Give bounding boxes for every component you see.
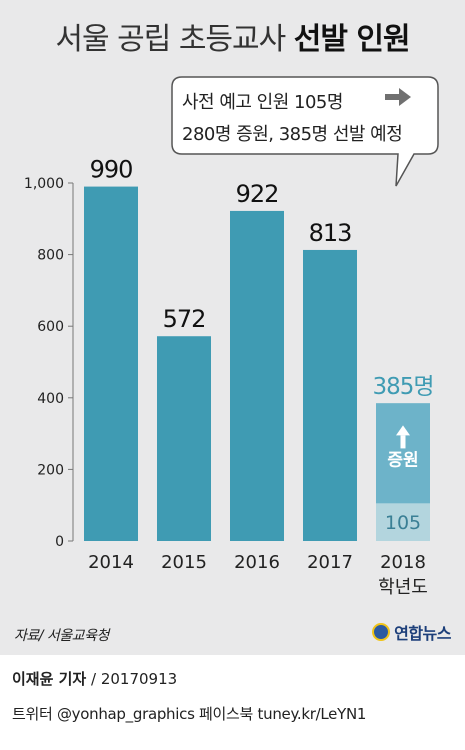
x-tick-label-2017: 2017 bbox=[307, 552, 353, 573]
source-note: 자료/ 서울교육청 bbox=[14, 628, 109, 644]
x-tick-label-2014: 2014 bbox=[88, 552, 134, 573]
value-label-2015: 572 bbox=[163, 305, 206, 333]
value-label-2017: 813 bbox=[309, 219, 352, 247]
bar-chart: 0 200 400 600 800 1,000 990 572 922 813 105 증원 385명… bbox=[24, 156, 435, 598]
title-bold: 선발 인원 bbox=[293, 22, 411, 57]
bar-2014 bbox=[84, 186, 138, 541]
x-tick-label-2015: 2015 bbox=[161, 552, 207, 573]
logo-text: 연합뉴스 bbox=[394, 624, 451, 643]
bar-2017 bbox=[303, 249, 357, 542]
increase-label: 증원 bbox=[387, 450, 418, 470]
title-light: 서울 공립 초등교사 bbox=[55, 22, 294, 57]
x-tick-label-2018: 2018 bbox=[380, 552, 426, 573]
social-links: 트위터 @yonhap_graphics 페이스북 tuney.kr/LeYN1 bbox=[12, 705, 367, 723]
value-label-2016: 922 bbox=[236, 180, 279, 208]
logo: 연합뉴스 bbox=[372, 620, 451, 644]
byline: 이재윤 기자 / 20170913 bbox=[12, 668, 177, 689]
y-tick-label: 200 bbox=[37, 462, 64, 478]
bar-2015 bbox=[157, 336, 211, 541]
callout-shape bbox=[171, 76, 439, 187]
page-title: 서울 공립 초등교사 선발 인원 bbox=[0, 14, 465, 58]
callout-line-1: 사전 예고 인원 105명 bbox=[182, 92, 343, 113]
x-tick-sublabel: 학년도 bbox=[378, 577, 428, 598]
byline-date: / 20170913 bbox=[86, 670, 178, 688]
yonhap-logo-icon bbox=[372, 623, 391, 641]
callout-bubble bbox=[171, 76, 439, 187]
value-label-2018: 385명 bbox=[372, 374, 433, 400]
y-tick-label: 600 bbox=[37, 319, 64, 335]
y-tick-label: 800 bbox=[37, 248, 64, 264]
y-tick-label: 1,000 bbox=[24, 176, 64, 192]
bar-2016 bbox=[230, 210, 284, 541]
y-tick-label: 0 bbox=[55, 534, 64, 550]
base-value-label: 105 bbox=[385, 512, 421, 534]
arrow-up-icon bbox=[396, 425, 410, 449]
bar-2018-increase bbox=[376, 403, 430, 504]
byline-name: 이재윤 기자 bbox=[12, 670, 87, 688]
value-label-2014: 990 bbox=[90, 156, 133, 184]
arrow-right-icon bbox=[385, 88, 411, 106]
callout-line-2: 280명 증원, 385명 선발 예정 bbox=[182, 124, 403, 145]
bar-2018-base bbox=[376, 503, 430, 541]
x-tick-label-2016: 2016 bbox=[234, 552, 280, 573]
y-tick-label: 400 bbox=[37, 391, 64, 407]
